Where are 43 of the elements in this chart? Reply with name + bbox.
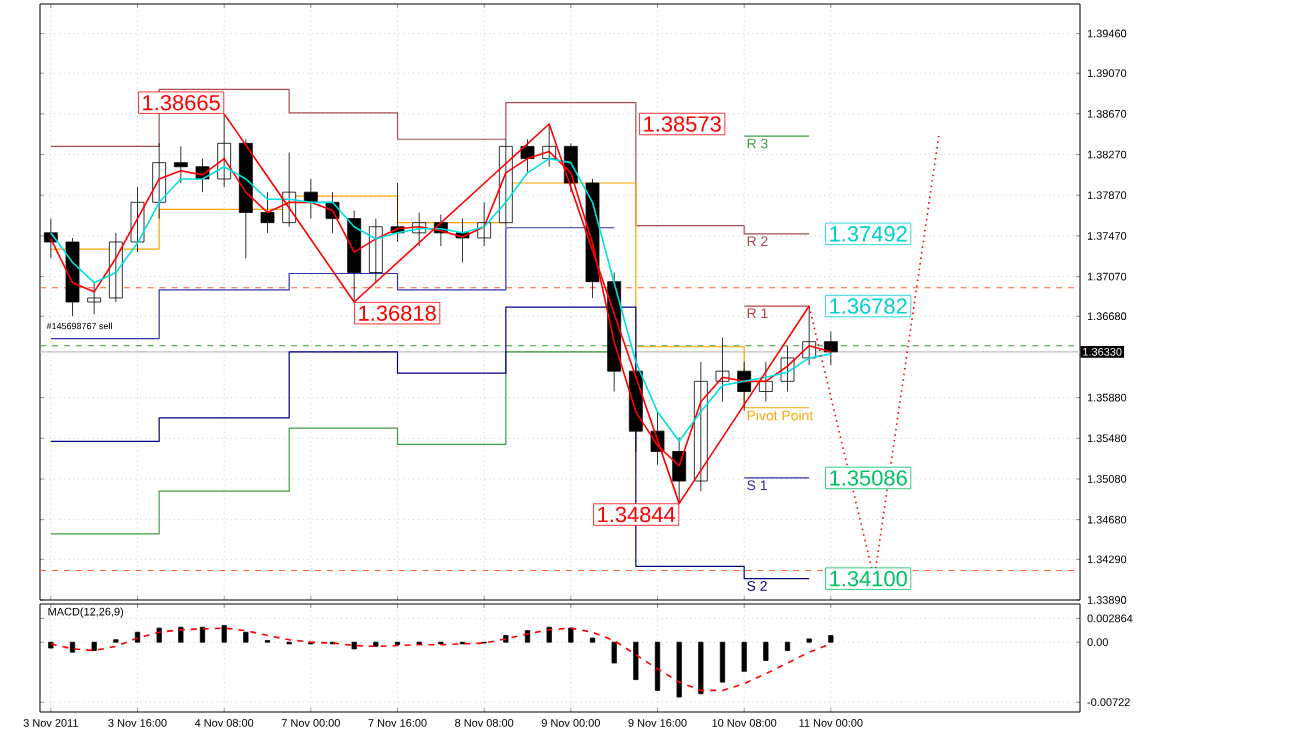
bar [633,641,639,680]
bar [91,641,97,651]
bar [69,641,76,653]
candlestick [693,361,708,492]
bar [741,641,747,672]
bar [199,626,206,643]
candlestick [238,138,253,259]
bar [134,631,141,643]
annotation: 1.34844 [598,506,676,523]
bar [568,627,574,643]
bar [828,635,834,643]
bar [589,637,596,643]
bar [351,641,357,650]
candlestick [152,142,167,219]
candlestick [758,361,773,403]
bar [784,641,791,651]
bar [719,641,726,683]
candlestick [672,436,687,504]
candlestick [737,361,752,412]
annotation: 1.37492 [830,226,907,242]
candlestick [368,218,383,283]
bar [243,631,249,643]
bar [763,641,769,661]
bar [611,641,617,664]
candlestick [260,191,275,234]
annotation: 1.36782 [830,298,907,314]
bar [654,641,661,691]
candlestick [173,145,188,184]
candlestick [477,201,492,247]
bar [221,625,227,643]
candlestick [108,232,123,303]
candlestick [823,331,838,366]
annotation: 1.38665 [143,94,220,111]
bar [676,641,682,698]
annotation: 1.35086 [830,470,907,486]
candlestick [87,281,102,315]
bar [373,641,379,647]
annotation: 1.36818 [359,305,436,321]
line-series [50,627,832,692]
annotation: 1.38573 [644,116,721,132]
candlestick [65,237,80,317]
bar [698,641,704,695]
annotation: 1.34100 [830,570,907,587]
